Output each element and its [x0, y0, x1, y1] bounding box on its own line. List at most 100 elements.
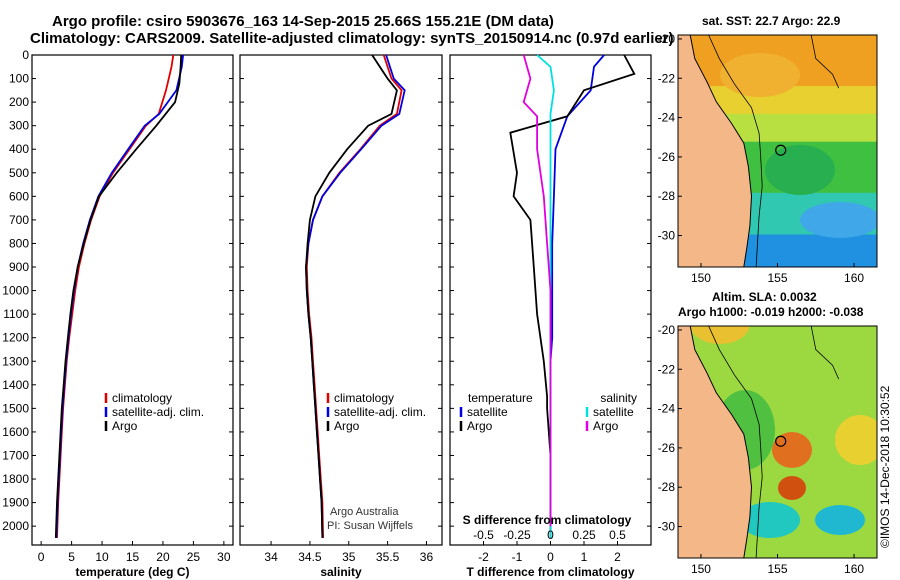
profile-panel-2: 34 34.5 35 35.5 36 salinity climatologysatelli… [239, 54, 443, 579]
legend-label: Argo [112, 419, 138, 433]
legend-label: satellite-adj. clim. [112, 405, 204, 419]
chart-title-line1: Argo profile: csiro 5903676_163 14-Sep-2… [52, 13, 554, 30]
lat-tick-label: -22 [658, 71, 676, 85]
y-tick-label: 1200 [2, 331, 29, 345]
sla-anomaly-patch [740, 502, 800, 538]
y-tick-label: 700 [9, 213, 29, 227]
y-tick-label: 1000 [2, 284, 29, 298]
credit-line2: PI: Susan Wijffels [327, 520, 413, 532]
x-tick-label: 30 [217, 550, 231, 564]
legend-label: satellite-adj. clim. [334, 405, 426, 419]
y-tick-label: 800 [9, 236, 29, 250]
series-line-satellite-adj-clim- [305, 54, 406, 538]
y-tick-label: 2000 [2, 519, 29, 533]
bathymetry-contour [708, 35, 763, 267]
sst-map: -20 -22 -24 -26 -28 -30 150 155 160 [658, 32, 878, 285]
y-tick-label: 100 [9, 72, 29, 86]
lat-tick-label: -28 [658, 189, 676, 203]
series-line-temperature-argo [509, 54, 636, 538]
credit-line1: Argo Australia [330, 506, 399, 518]
y-tick-label: 0 [22, 48, 29, 62]
lon-tick-label: 155 [767, 562, 787, 576]
series-line-argo [305, 54, 398, 538]
legend-title-salinity: salinity [600, 391, 637, 405]
y-tick-label: 1600 [2, 425, 29, 439]
x-tick-label: 20 [156, 550, 170, 564]
x-axis-label: temperature (deg C) [75, 565, 189, 579]
x-tick-label: 35.5 [376, 550, 400, 564]
profile-panel-3: -2 -1 0 1 2T difference from climatology temp… [449, 54, 652, 579]
x-tick-label: 25 [187, 550, 201, 564]
x2-tick-label: -0.25 [503, 528, 531, 542]
sla-anomaly-patch [690, 326, 750, 344]
y-tick-label: 1300 [2, 354, 29, 368]
sst-map-title: sat. SST: 22.7 Argo: 22.9 [702, 14, 841, 28]
x-tick-label: -2 [478, 550, 489, 564]
y-tick-label: 600 [9, 189, 29, 203]
lat-tick-label: -26 [658, 441, 676, 455]
legend-label: Argo [593, 419, 619, 433]
y-tick-label: 1100 [3, 307, 29, 321]
x-tick-label: 5 [68, 550, 75, 564]
x2-tick-label: 0 [547, 528, 554, 542]
series-line-temperature-satellite [549, 54, 605, 538]
bathymetry-contour [708, 326, 763, 558]
y-tick-label: 400 [9, 142, 29, 156]
bathymetry-contour [810, 35, 840, 89]
sst-green-patch [765, 145, 835, 195]
legend-label: satellite [467, 405, 508, 419]
legend-label: Argo [334, 419, 360, 433]
profile-panel-1: 0100200300400500600700800900100011001200… [2, 48, 234, 579]
bathymetry-contour [810, 326, 840, 380]
sst-map-field [678, 35, 877, 267]
sla-map: -20 -22 -24 -26 -28 -30 150 155 160 [658, 323, 878, 576]
x-tick-label: 15 [126, 550, 140, 564]
lon-tick-label: 150 [691, 562, 711, 576]
sla-map-subtitle: Argo h1000: -0.019 h2000: -0.038 [678, 305, 864, 319]
sla-anomaly-patch [778, 476, 806, 500]
x-tick-label: 34 [264, 550, 278, 564]
lat-tick-label: -22 [658, 362, 676, 376]
lon-tick-label: 150 [691, 271, 711, 285]
x-tick-label: 35 [342, 550, 356, 564]
land-mass [678, 326, 753, 558]
y-tick-label: 1900 [2, 496, 29, 510]
sla-map-title: Altim. SLA: 0.0032 [712, 290, 817, 304]
y-tick-label: 1500 [2, 401, 29, 415]
x-tick-label: 36 [420, 550, 434, 564]
y-tick-label: 200 [9, 95, 29, 109]
y-tick-label: 500 [9, 166, 29, 180]
x-axis-label: T difference from climatology [466, 565, 634, 579]
lat-tick-label: -30 [658, 229, 676, 243]
legend-label: satellite [593, 405, 634, 419]
lat-tick-label: -24 [658, 111, 676, 125]
lon-tick-label: 160 [844, 562, 864, 576]
x-tick-label: 34.5 [298, 550, 322, 564]
lat-tick-label: -26 [658, 150, 676, 164]
panel-frame [31, 54, 234, 546]
x-tick-label: 0 [547, 550, 554, 564]
sla-map-field [678, 326, 877, 558]
sst-warm-patch [720, 53, 800, 97]
x2-tick-label: -0.5 [473, 528, 494, 542]
series-line-argo [54, 54, 183, 538]
y-tick-label: 1800 [2, 472, 29, 486]
sla-anomaly-patch [835, 415, 877, 465]
imos-timestamp: ©IMOS 14-Dec-2018 10:30:52 [878, 385, 892, 548]
y-tick-label: 900 [9, 260, 29, 274]
series-line-salinity-argo [522, 54, 552, 527]
legend-label: Argo [467, 419, 493, 433]
x-axis-label: salinity [320, 565, 362, 579]
sla-anomaly-patch [815, 505, 865, 535]
argo-float-marker [775, 435, 787, 447]
lon-tick-label: 160 [844, 271, 864, 285]
lat-tick-label: -24 [658, 402, 676, 416]
argo-float-marker [775, 144, 787, 156]
land-mass [678, 35, 753, 267]
chart-title-line2: Climatology: CARS2009. Satellite-adjuste… [30, 30, 674, 47]
lat-tick-label: -30 [658, 520, 676, 534]
legend-title-temperature: temperature [468, 391, 533, 405]
lat-tick-label: -28 [658, 480, 676, 494]
legend-label: climatology [334, 391, 394, 405]
